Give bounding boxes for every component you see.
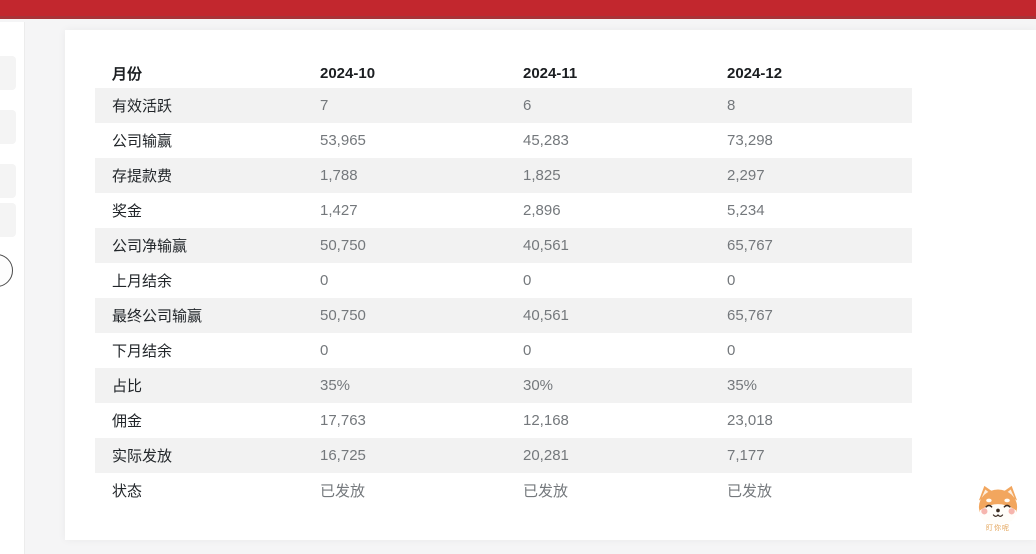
row-value: 1,427 bbox=[320, 202, 358, 219]
row-value: 2,896 bbox=[523, 202, 561, 219]
row-value: 5,234 bbox=[727, 202, 765, 219]
column-header-2024-12: 2024-12 bbox=[727, 64, 783, 82]
row-value: 30% bbox=[523, 377, 554, 394]
table-row: 最终公司输赢 50,750 40,561 65,767 bbox=[95, 298, 912, 333]
row-value: 7 bbox=[320, 97, 329, 114]
row-value: 20,281 bbox=[523, 447, 569, 464]
row-label: 奖金 bbox=[112, 203, 143, 220]
monthly-report-table: 月份 2024-10 2024-11 2024-12 有效活跃 7 6 8 公司输赢 53… bbox=[95, 58, 912, 508]
row-value: 35% bbox=[320, 377, 351, 394]
row-value: 0 bbox=[523, 272, 532, 289]
shiba-dog-icon bbox=[978, 485, 1018, 525]
report-card: 月份 2024-10 2024-11 2024-12 有效活跃 7 6 8 公司输赢 53… bbox=[65, 30, 1036, 540]
row-label: 公司净输赢 bbox=[112, 238, 188, 255]
mascot-caption: 盯你呢 bbox=[986, 525, 1010, 532]
table-row: 实际发放 16,725 20,281 7,177 bbox=[95, 438, 912, 473]
row-value: 16,725 bbox=[320, 447, 366, 464]
row-label: 状态 bbox=[112, 483, 143, 500]
table-body: 有效活跃 7 6 8 公司输赢 53,965 45,283 73,298 存提款费 1,788 1,… bbox=[95, 88, 912, 508]
row-label: 公司输赢 bbox=[112, 133, 173, 150]
table-row: 占比 35% 30% 35% bbox=[95, 368, 912, 403]
row-value: 0 bbox=[727, 342, 736, 359]
sidebar-skeleton-item bbox=[0, 56, 16, 90]
row-value: 已发放 bbox=[523, 483, 569, 500]
row-value: 12,168 bbox=[523, 412, 569, 429]
sidebar-skeleton-item bbox=[0, 203, 16, 237]
row-value: 65,767 bbox=[727, 307, 773, 324]
row-value: 0 bbox=[320, 342, 329, 359]
row-label: 实际发放 bbox=[112, 448, 173, 465]
row-value: 50,750 bbox=[320, 237, 366, 254]
row-label: 佣金 bbox=[112, 413, 143, 430]
sidebar-toggle-button[interactable] bbox=[0, 254, 13, 287]
table-row: 佣金 17,763 12,168 23,018 bbox=[95, 403, 912, 438]
row-value: 已发放 bbox=[727, 483, 773, 500]
row-value: 40,561 bbox=[523, 237, 569, 254]
row-label: 存提款费 bbox=[112, 168, 173, 185]
row-value: 0 bbox=[523, 342, 532, 359]
row-value: 17,763 bbox=[320, 412, 366, 429]
table-row: 公司输赢 53,965 45,283 73,298 bbox=[95, 123, 912, 158]
column-header-month: 月份 bbox=[112, 65, 143, 83]
row-value: 已发放 bbox=[320, 483, 366, 500]
table-row: 状态 已发放 已发放 已发放 bbox=[95, 473, 912, 508]
table-row: 奖金 1,427 2,896 5,234 bbox=[95, 193, 912, 228]
row-label: 下月结余 bbox=[112, 343, 173, 360]
column-header-2024-10: 2024-10 bbox=[320, 64, 376, 82]
sidebar-skeleton-item bbox=[0, 164, 16, 198]
table-row: 上月结余 0 0 0 bbox=[95, 263, 912, 298]
table-row: 有效活跃 7 6 8 bbox=[95, 88, 912, 123]
row-value: 53,965 bbox=[320, 132, 366, 149]
row-value: 65,767 bbox=[727, 237, 773, 254]
row-value: 40,561 bbox=[523, 307, 569, 324]
table-row: 下月结余 0 0 0 bbox=[95, 333, 912, 368]
table-row: 存提款费 1,788 1,825 2,297 bbox=[95, 158, 912, 193]
row-value: 8 bbox=[727, 97, 736, 114]
row-label: 有效活跃 bbox=[112, 98, 173, 115]
row-value: 2,297 bbox=[727, 167, 765, 184]
row-value: 1,825 bbox=[523, 167, 561, 184]
row-value: 6 bbox=[523, 97, 532, 114]
sidebar-skeleton-item bbox=[0, 110, 16, 144]
row-value: 45,283 bbox=[523, 132, 569, 149]
table-header-row: 月份 2024-10 2024-11 2024-12 bbox=[95, 58, 912, 88]
row-value: 35% bbox=[727, 377, 758, 394]
column-header-2024-11: 2024-11 bbox=[523, 64, 578, 82]
row-label: 占比 bbox=[112, 378, 143, 395]
row-value: 50,750 bbox=[320, 307, 366, 324]
top-bar bbox=[0, 0, 1036, 19]
row-label: 最终公司输赢 bbox=[112, 308, 203, 325]
row-value: 1,788 bbox=[320, 167, 358, 184]
row-value: 0 bbox=[727, 272, 736, 289]
row-value: 73,298 bbox=[727, 132, 773, 149]
mascot-widget[interactable]: 盯你呢 bbox=[973, 485, 1023, 537]
row-value: 0 bbox=[320, 272, 329, 289]
sidebar bbox=[0, 22, 25, 554]
table-row: 公司净输赢 50,750 40,561 65,767 bbox=[95, 228, 912, 263]
row-value: 7,177 bbox=[727, 447, 765, 464]
row-label: 上月结余 bbox=[112, 273, 173, 290]
row-value: 23,018 bbox=[727, 412, 773, 429]
